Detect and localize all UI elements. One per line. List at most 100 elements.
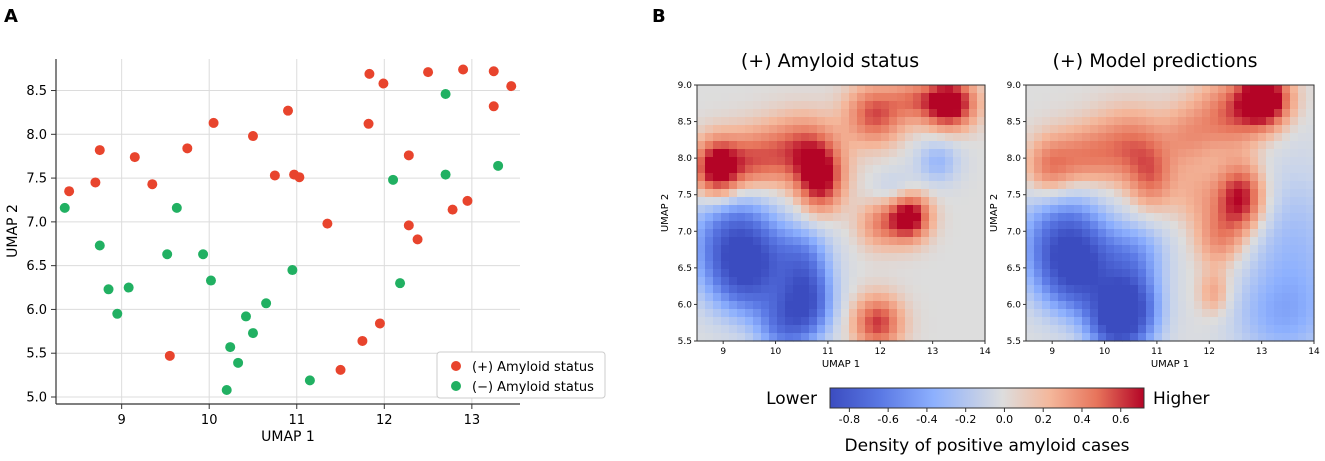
heatmap-cell bbox=[1266, 325, 1275, 334]
heatmap-cell bbox=[1282, 285, 1291, 294]
heatmap-cell bbox=[889, 205, 898, 214]
heatmap-cell bbox=[969, 229, 978, 238]
heatmap-cell bbox=[1082, 133, 1091, 142]
heatmap-cell bbox=[889, 189, 898, 198]
heatmap-cell bbox=[1218, 165, 1227, 174]
heatmap-cell bbox=[1106, 213, 1115, 222]
scatter-point-positive bbox=[94, 145, 105, 156]
heatmap-cell bbox=[729, 317, 738, 326]
heatmap-cell bbox=[745, 125, 754, 134]
heatmap-cell bbox=[705, 157, 714, 166]
heatmap-cell bbox=[1042, 109, 1051, 118]
heatmap-cell bbox=[769, 245, 778, 254]
heatmap-cell bbox=[881, 277, 890, 286]
x-tick-label: 10 bbox=[201, 413, 218, 428]
heatmap-cell bbox=[1162, 325, 1171, 334]
heatmap-cell bbox=[1242, 173, 1251, 182]
heatmap-cell bbox=[721, 229, 730, 238]
heatmap-cell bbox=[1226, 317, 1235, 326]
heatmap-cell bbox=[865, 205, 874, 214]
heatmap-cell bbox=[1162, 205, 1171, 214]
heatmap-cell bbox=[825, 269, 834, 278]
heatmap-cell bbox=[713, 109, 722, 118]
heatmap-cell bbox=[1090, 157, 1099, 166]
heatmap-cell bbox=[1258, 277, 1267, 286]
heatmap-cell bbox=[1154, 325, 1163, 334]
heatmap-cell bbox=[1034, 205, 1043, 214]
heatmap-cell bbox=[913, 317, 922, 326]
heatmap-cell bbox=[1058, 325, 1067, 334]
heatmap-cell bbox=[817, 325, 826, 334]
heatmap-cell bbox=[1242, 165, 1251, 174]
heatmap-cell bbox=[761, 317, 770, 326]
heatmap-cell bbox=[849, 309, 858, 318]
heatmap-cell bbox=[753, 197, 762, 206]
heatmap-cell bbox=[849, 165, 858, 174]
heatmap-cell bbox=[1106, 245, 1115, 254]
heatmap-cell bbox=[793, 237, 802, 246]
heatmap-cell bbox=[889, 101, 898, 110]
heatmap-cell bbox=[865, 85, 874, 94]
heatmap-cell bbox=[833, 189, 842, 198]
heatmap-cell bbox=[713, 293, 722, 302]
heatmap-cell bbox=[889, 301, 898, 310]
x-tick-label: 9 bbox=[1049, 347, 1055, 357]
heatmap-cell bbox=[897, 285, 906, 294]
heatmap-cell bbox=[1274, 149, 1283, 158]
heatmap-cell bbox=[1026, 333, 1035, 342]
heatmap-cell bbox=[1194, 205, 1203, 214]
heatmap-cell bbox=[1050, 277, 1059, 286]
heatmap-cell bbox=[1218, 309, 1227, 318]
heatmap-cell bbox=[793, 309, 802, 318]
heatmap-cell bbox=[1186, 221, 1195, 230]
heatmap-cell bbox=[889, 317, 898, 326]
heatmap-cell bbox=[1210, 101, 1219, 110]
heatmap-cell bbox=[897, 109, 906, 118]
heatmap-cell bbox=[1138, 269, 1147, 278]
heatmap-cell bbox=[1210, 325, 1219, 334]
heatmap-cell bbox=[1202, 141, 1211, 150]
heatmap-cell bbox=[1034, 229, 1043, 238]
heatmap-cell bbox=[849, 117, 858, 126]
heatmap-cell bbox=[1242, 333, 1251, 342]
heatmap-cell bbox=[1066, 117, 1075, 126]
heatmap-cell bbox=[1026, 197, 1035, 206]
heatmap-cell bbox=[817, 125, 826, 134]
x-tick-label: 10 bbox=[1099, 347, 1111, 357]
heatmap-cell bbox=[825, 253, 834, 262]
heatmap-cell bbox=[769, 109, 778, 118]
heatmap-cell bbox=[1026, 229, 1035, 238]
heatmap-cell bbox=[1242, 245, 1251, 254]
heatmap-cell bbox=[729, 149, 738, 158]
heatmap-cell bbox=[1082, 333, 1091, 342]
heatmap-cell bbox=[1178, 165, 1187, 174]
heatmap-cell bbox=[833, 205, 842, 214]
heatmap-cell bbox=[1090, 213, 1099, 222]
heatmap-cell bbox=[697, 285, 706, 294]
heatmap-cell bbox=[1066, 141, 1075, 150]
heatmap-cell bbox=[777, 269, 786, 278]
heatmap-cell bbox=[1306, 261, 1315, 270]
heatmap-cell bbox=[817, 165, 826, 174]
heatmap-cell bbox=[1170, 261, 1179, 270]
heatmap-cell bbox=[1306, 269, 1315, 278]
heatmap-cell bbox=[1082, 245, 1091, 254]
heatmap-cell bbox=[1226, 285, 1235, 294]
panel-b-label: B bbox=[652, 6, 666, 27]
heatmap-cell bbox=[841, 245, 850, 254]
heatmap-cell bbox=[833, 109, 842, 118]
heatmap-cell bbox=[1226, 93, 1235, 102]
heatmap-cell bbox=[1298, 277, 1307, 286]
heatmap-cell bbox=[969, 253, 978, 262]
heatmap-model-predictions-x-ticks: 9 10 11 12 13 14 bbox=[1049, 341, 1320, 357]
heatmap-cell bbox=[1098, 101, 1107, 110]
heatmap-cell bbox=[817, 85, 826, 94]
heatmap-cell bbox=[1178, 125, 1187, 134]
heatmap-cell bbox=[897, 309, 906, 318]
heatmap-cell bbox=[1282, 141, 1291, 150]
heatmap-cell bbox=[961, 285, 970, 294]
heatmap-cell bbox=[1106, 197, 1115, 206]
heatmap-cell bbox=[1250, 109, 1259, 118]
heatmap-cell bbox=[833, 229, 842, 238]
heatmap-cell bbox=[889, 165, 898, 174]
